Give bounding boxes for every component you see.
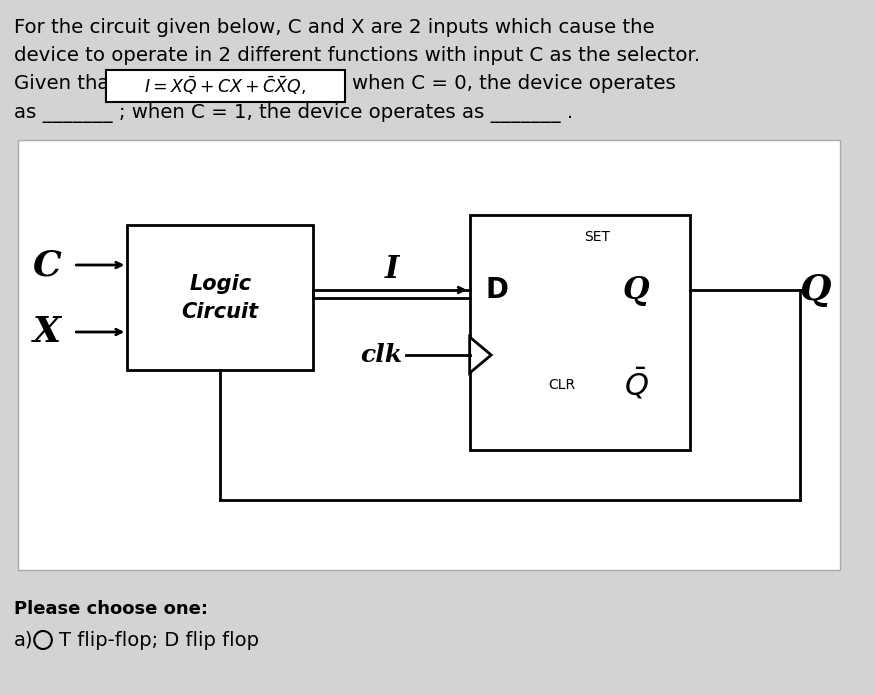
Text: $I = X\bar{Q} + CX + \bar{C}\bar{X}Q,$: $I = X\bar{Q} + CX + \bar{C}\bar{X}Q,$ bbox=[144, 75, 306, 97]
Text: C: C bbox=[32, 248, 61, 282]
Text: Circuit: Circuit bbox=[182, 302, 259, 322]
Text: Logic: Logic bbox=[189, 274, 251, 293]
Text: D: D bbox=[486, 276, 508, 304]
Text: SET: SET bbox=[584, 230, 611, 244]
Text: I: I bbox=[384, 254, 398, 285]
Text: T flip-flop; D flip flop: T flip-flop; D flip flop bbox=[59, 630, 259, 650]
Text: For the circuit given below, C and X are 2 inputs which cause the: For the circuit given below, C and X are… bbox=[14, 18, 654, 37]
Text: $\bar{Q}$: $\bar{Q}$ bbox=[624, 368, 648, 402]
Text: as _______ ; when C = 1, the device operates as _______ .: as _______ ; when C = 1, the device oper… bbox=[14, 103, 573, 123]
Text: X: X bbox=[33, 315, 61, 349]
Text: Q: Q bbox=[623, 275, 649, 306]
Text: Please choose one:: Please choose one: bbox=[14, 600, 207, 618]
Bar bbox=[18, 140, 839, 570]
Text: device to operate in 2 different functions with input C as the selector.: device to operate in 2 different functio… bbox=[14, 46, 700, 65]
Text: a): a) bbox=[14, 630, 33, 650]
Text: clk: clk bbox=[360, 343, 403, 367]
Text: CLR: CLR bbox=[549, 378, 576, 392]
Text: when C = 0, the device operates: when C = 0, the device operates bbox=[353, 74, 676, 93]
Bar bbox=[470, 215, 690, 450]
Polygon shape bbox=[470, 337, 491, 373]
Text: Given that: Given that bbox=[14, 74, 117, 93]
Text: Q: Q bbox=[799, 273, 830, 307]
Bar bbox=[106, 70, 346, 102]
Bar bbox=[127, 225, 313, 370]
